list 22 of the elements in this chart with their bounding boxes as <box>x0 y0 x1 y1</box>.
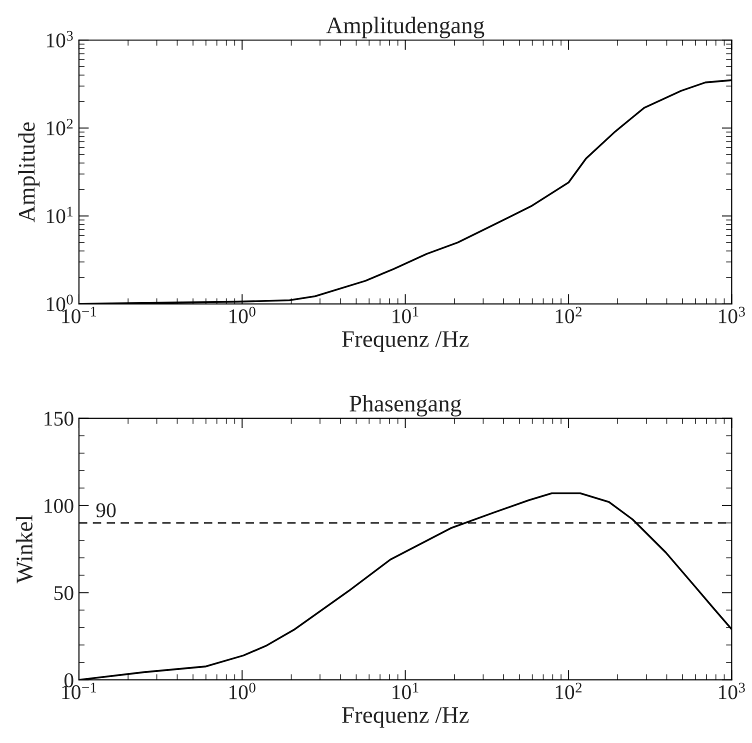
y-tick-label: 150 <box>44 412 74 426</box>
y-tick-label: 10$^{3}$ <box>46 30 73 48</box>
y-axis-title: Winkel <box>16 515 33 584</box>
x-tick-label: 10$^{0}$ <box>230 682 256 700</box>
y-tick-label: 100 <box>44 498 74 513</box>
x-tick-label: 10$^{1}$ <box>392 306 418 324</box>
x-tick-label: 10$^{0}$ <box>230 306 256 324</box>
x-tick-label: 10$^{3}$ <box>719 306 745 324</box>
chart-title: Amplitudengang <box>326 16 484 38</box>
y-tick-label: 10$^{2}$ <box>46 118 73 136</box>
chart-title: Phasengang <box>350 394 462 416</box>
y-tick-label: 10$^{1}$ <box>46 206 73 224</box>
y-tick-label: 50 <box>54 586 74 600</box>
y-tick-label: 0 <box>64 673 74 688</box>
x-tick-label: 10$^{2}$ <box>556 682 582 700</box>
x-tick-label: 10$^{1}$ <box>392 682 418 700</box>
y-axis-title: Amplitude <box>18 122 40 222</box>
ref-line-label: 90 <box>96 503 116 518</box>
x-axis-title: Frequenz /Hz <box>342 331 469 352</box>
x-tick-label: 10$^{2}$ <box>556 306 582 324</box>
x-axis-title: Frequenz /Hz <box>342 707 469 728</box>
x-tick-label: 10$^{3}$ <box>719 682 745 700</box>
